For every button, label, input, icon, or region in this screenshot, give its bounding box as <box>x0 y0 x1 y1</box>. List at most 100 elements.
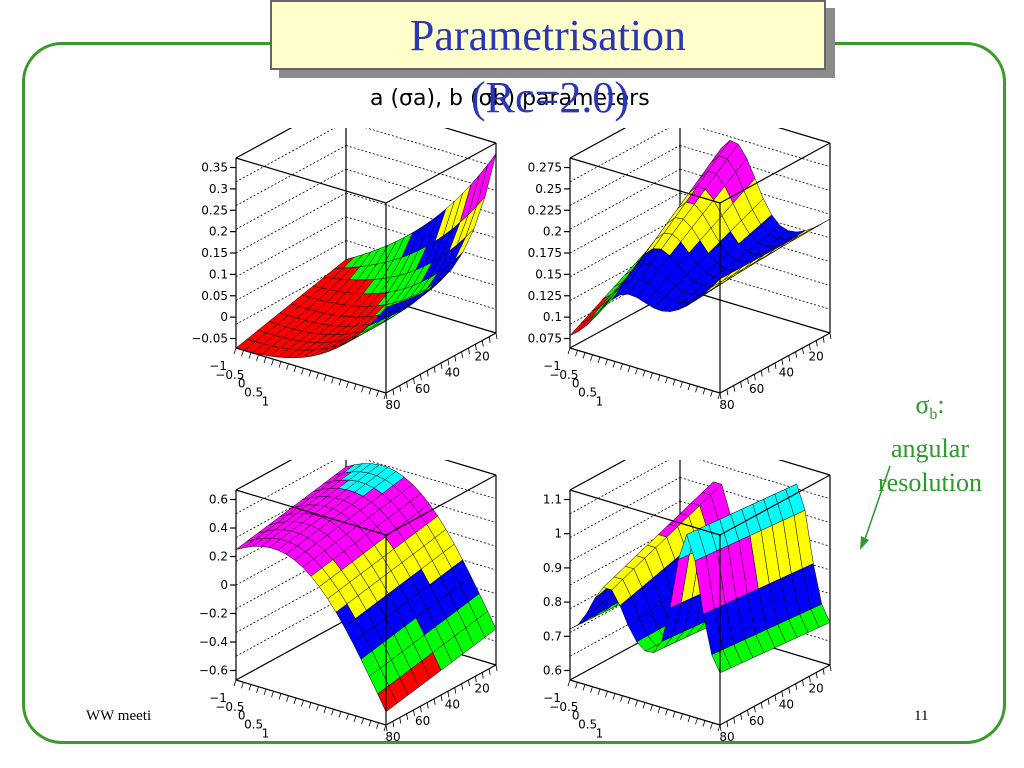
x-tick-mark <box>672 711 676 718</box>
x-tick-mark <box>241 682 244 689</box>
x-tick-mark <box>575 682 578 689</box>
y-tick-mark <box>454 355 457 362</box>
x-tick-mark <box>620 363 623 370</box>
x-tick-mark <box>567 679 571 687</box>
surface-patch <box>711 649 732 674</box>
grid-line <box>569 477 681 538</box>
x-tick-mark <box>293 365 297 373</box>
y-tick-mark <box>767 366 770 373</box>
y-tick-mark <box>788 355 791 362</box>
annotation-subscript: b <box>929 406 938 424</box>
y-tick-mark <box>726 389 729 396</box>
x-tick-mark <box>665 377 668 384</box>
y-tick-label: 60 <box>415 714 430 728</box>
x-tick-mark <box>612 361 616 368</box>
axis-line <box>235 460 293 491</box>
x-tick-mark <box>323 374 327 382</box>
grid-line <box>235 168 347 230</box>
x-tick-mark <box>331 709 334 716</box>
x-tick-mark <box>605 691 608 698</box>
x-tick-mark <box>635 700 638 707</box>
y-tick-mark <box>413 377 415 385</box>
z-tick-label: 0 <box>220 310 228 324</box>
y-tick-mark <box>385 724 388 732</box>
y-tick-mark <box>753 374 756 381</box>
x-tick-mark <box>263 688 267 696</box>
surface-plot-bottom-left: 0.60.40.20−0.2−0.4−0.6−1−0.500.51 8060402… <box>199 460 498 744</box>
x-tick-mark <box>323 706 327 714</box>
x-tick-mark <box>361 386 364 393</box>
y-tick-mark <box>719 392 722 400</box>
z-tick-label: 0 <box>220 578 228 592</box>
y-tick-mark <box>760 702 763 709</box>
x-tick-mark <box>278 693 282 700</box>
x-tick-label: 0 <box>572 377 580 391</box>
x-tick-mark <box>657 374 661 382</box>
y-tick-mark <box>440 694 443 702</box>
z-tick-label: 0.8 <box>543 595 562 609</box>
surface-patch <box>589 299 609 320</box>
y-tick-mark <box>788 687 791 694</box>
x-tick-mark <box>383 392 387 400</box>
axis-line <box>235 157 387 204</box>
y-tick-mark <box>808 676 811 683</box>
y-tick-label: 20 <box>808 681 823 695</box>
y-tick-label: 80 <box>719 398 734 412</box>
y-tick-mark <box>495 332 498 340</box>
axis-line <box>569 157 721 204</box>
x-tick-mark <box>353 383 357 391</box>
y-tick-mark <box>802 347 804 355</box>
annotation-text: σb: angular resolution <box>850 388 1010 500</box>
y-tick-label: 40 <box>779 366 794 380</box>
x-tick-mark <box>710 390 713 397</box>
grid-line <box>235 240 347 301</box>
z-tick-label: 0.275 <box>528 161 562 175</box>
axis-line <box>235 128 293 159</box>
y-tick-mark <box>726 721 729 728</box>
x-tick-mark <box>316 704 319 711</box>
y-tick-label: 40 <box>779 698 794 712</box>
axis-line <box>719 142 831 204</box>
y-tick-mark <box>719 724 722 732</box>
y-tick-mark <box>426 702 429 709</box>
x-tick-label: −0.5 <box>215 700 244 714</box>
y-tick-mark <box>822 336 825 343</box>
x-tick-mark <box>376 390 379 397</box>
annotation-symbol: σ <box>915 390 930 419</box>
z-tick-label: −0.05 <box>191 332 228 346</box>
grid-line <box>569 460 626 491</box>
x-tick-mark <box>271 691 274 698</box>
surface-patch <box>711 272 732 288</box>
x-tick-label: 0.5 <box>578 385 597 399</box>
grid-line <box>569 192 681 254</box>
grid-line <box>569 460 670 515</box>
x-tick-label: 1 <box>262 394 270 408</box>
grid-line <box>444 128 497 144</box>
x-tick-mark <box>702 720 706 727</box>
slide-title: Parametrisation <box>409 11 687 60</box>
y-tick-label: 40 <box>445 698 460 712</box>
x-tick-mark <box>597 356 601 364</box>
y-tick-mark <box>419 374 422 381</box>
y-tick-mark <box>815 340 818 347</box>
surface-patch <box>569 318 590 336</box>
x-tick-mark <box>657 706 661 714</box>
axis-line <box>385 142 497 204</box>
grid-line <box>569 168 681 230</box>
x-tick-mark <box>353 715 357 723</box>
y-tick-mark <box>488 668 491 675</box>
x-tick-mark <box>612 693 616 700</box>
y-tick-mark <box>474 344 477 351</box>
y-tick-mark <box>795 351 798 358</box>
y-tick-label: 60 <box>415 382 430 396</box>
x-tick-mark <box>650 372 653 379</box>
title-box: Parametrisation <box>270 0 826 70</box>
x-tick-mark <box>271 359 274 366</box>
x-tick-mark <box>233 679 237 687</box>
y-tick-mark <box>829 332 832 340</box>
x-tick-label: 1 <box>596 726 604 740</box>
y-tick-mark <box>468 347 470 355</box>
x-tick-mark <box>346 381 349 388</box>
grid-line <box>365 128 497 168</box>
y-tick-label: 80 <box>385 730 400 744</box>
